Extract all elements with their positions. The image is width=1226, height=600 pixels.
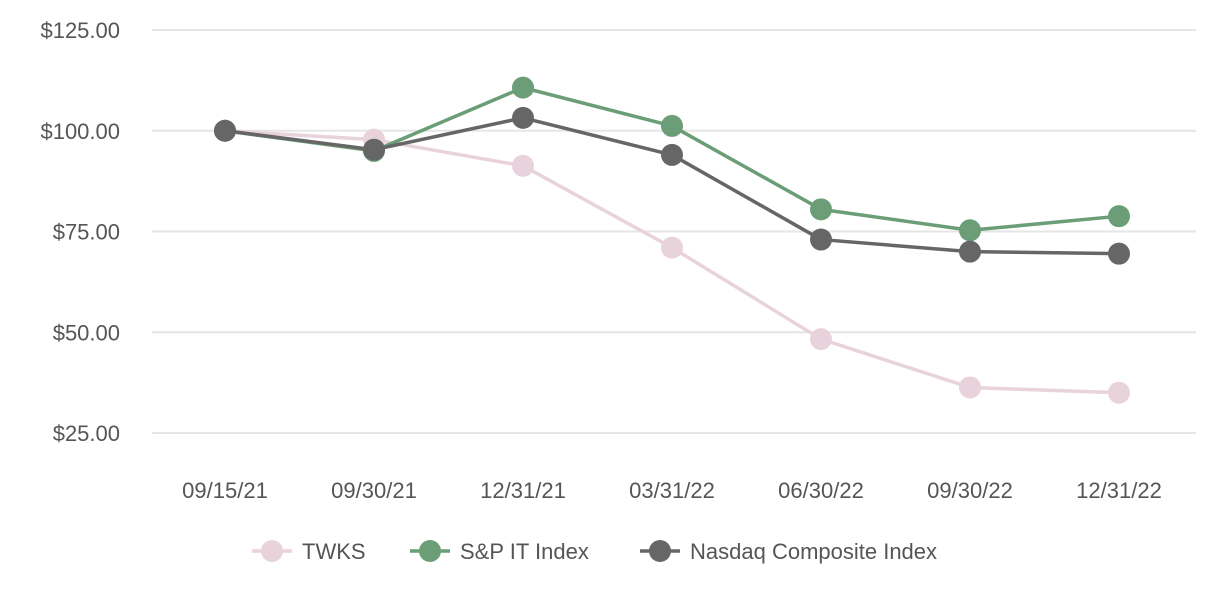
legend-item: S&P IT Index bbox=[410, 539, 589, 564]
data-point bbox=[959, 376, 981, 399]
data-point bbox=[1108, 242, 1130, 265]
y-tick-label: $125.00 bbox=[40, 18, 120, 43]
data-point bbox=[661, 236, 683, 259]
data-point bbox=[512, 154, 534, 177]
series-line bbox=[224, 129, 1120, 395]
data-point bbox=[661, 143, 683, 166]
x-tick-label: 12/31/21 bbox=[480, 478, 566, 503]
data-point bbox=[810, 228, 832, 251]
x-tick-label: 12/31/22 bbox=[1076, 478, 1162, 503]
data-point bbox=[214, 119, 236, 142]
y-tick-label: $75.00 bbox=[53, 220, 120, 245]
x-tick-label: 03/31/22 bbox=[629, 478, 715, 503]
legend-marker bbox=[419, 540, 441, 562]
legend-marker bbox=[649, 540, 671, 562]
data-point bbox=[959, 219, 981, 242]
y-tick-label: $25.00 bbox=[53, 421, 120, 446]
x-tick-label: 06/30/22 bbox=[778, 478, 864, 503]
x-tick-label: 09/15/21 bbox=[182, 478, 268, 503]
series-lines bbox=[214, 76, 1130, 404]
data-point bbox=[1108, 381, 1130, 404]
data-point bbox=[810, 198, 832, 221]
data-point bbox=[810, 328, 832, 351]
legend-item: Nasdaq Composite Index bbox=[640, 539, 937, 564]
y-tick-label: $50.00 bbox=[53, 320, 120, 345]
x-tick-label: 09/30/22 bbox=[927, 478, 1013, 503]
legend: TWKS S&P IT Index Nasdaq Composite Index bbox=[252, 539, 937, 564]
data-point bbox=[363, 138, 385, 161]
x-tick-label: 09/30/21 bbox=[331, 478, 417, 503]
y-tick-label: $100.00 bbox=[40, 119, 120, 144]
legend-label: TWKS bbox=[302, 539, 366, 564]
y-axis-tick-labels: $125.00 $100.00 $75.00 $50.00 $25.00 bbox=[40, 18, 120, 446]
legend-marker bbox=[261, 540, 283, 562]
legend-item: TWKS bbox=[252, 539, 366, 564]
data-point bbox=[512, 76, 534, 99]
data-point bbox=[959, 240, 981, 263]
x-axis-tick-labels: 09/15/21 09/30/21 12/31/21 03/31/22 06/30/22… bbox=[182, 478, 1162, 503]
data-point bbox=[661, 114, 683, 137]
data-point bbox=[1108, 205, 1130, 228]
legend-label: Nasdaq Composite Index bbox=[690, 539, 937, 564]
legend-label: S&P IT Index bbox=[460, 539, 589, 564]
data-point bbox=[512, 106, 534, 129]
grid bbox=[152, 29, 1196, 434]
series-2 bbox=[214, 106, 1130, 265]
